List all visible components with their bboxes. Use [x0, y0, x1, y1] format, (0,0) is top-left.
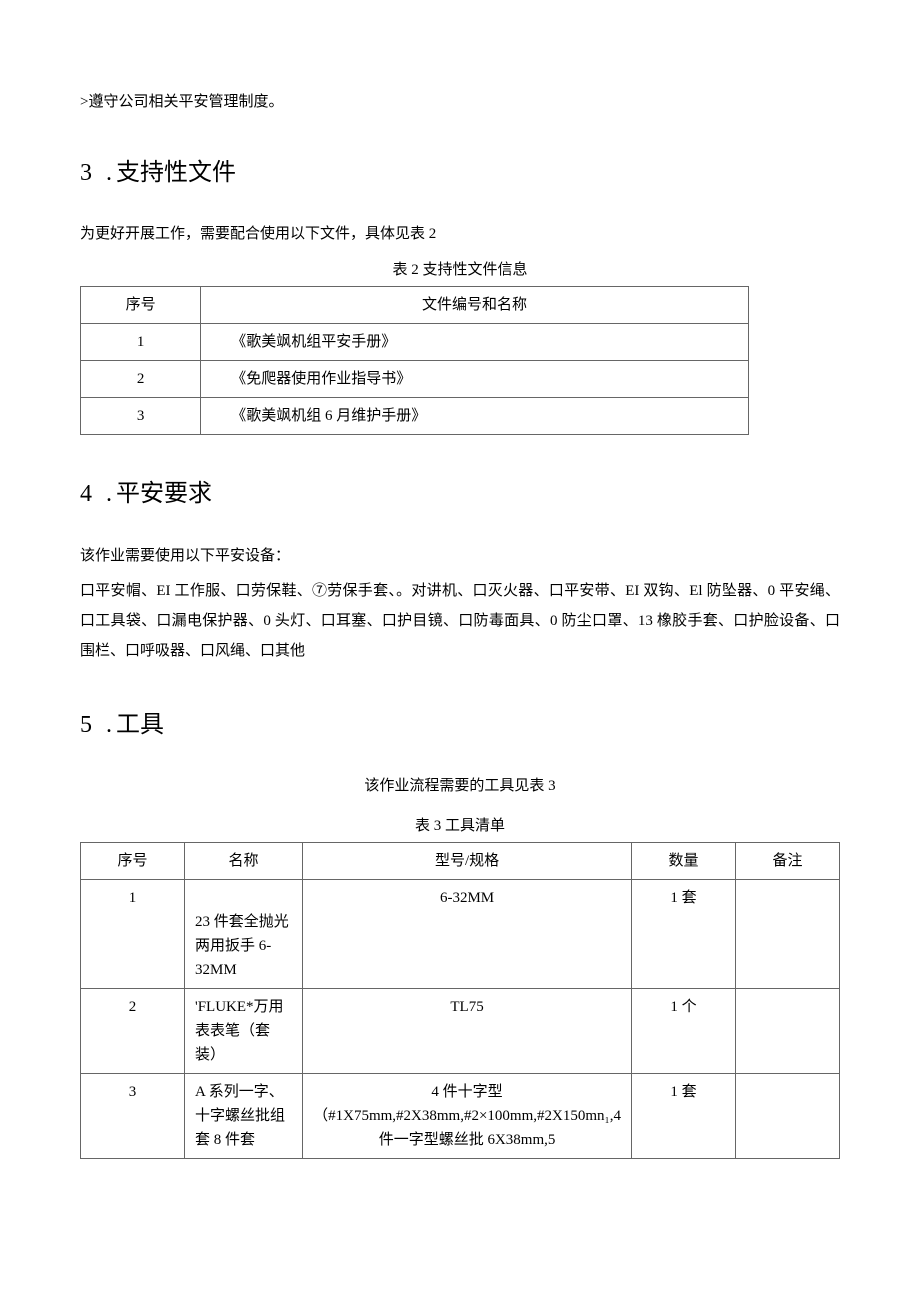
table-3-header-name: 名称 — [185, 843, 303, 880]
table-3-spec: 6-32MM — [303, 880, 632, 989]
section-3-title: 支持性文件 — [116, 160, 236, 186]
table-2-seq: 3 — [81, 398, 201, 435]
table-3-note — [735, 880, 839, 989]
table-3-caption: 表 3 工具清单 — [80, 814, 840, 838]
section-5-lead: 该作业流程需要的工具见表 3 — [80, 774, 840, 798]
table-row: 1 《歌美飒机组平安手册》 — [81, 324, 749, 361]
table-2: 序号 文件编号和名称 1 《歌美飒机组平安手册》 2 《免爬器使用作业指导书》 … — [80, 286, 749, 435]
section-5-title: 工具 — [116, 712, 164, 738]
table-row: 2 'FLUKE*万用表表笔（套装） TL75 1 个 — [81, 989, 840, 1074]
section-5-heading: 5 .工具 — [80, 706, 840, 744]
table-2-seq: 2 — [81, 361, 201, 398]
table-row: 3 《歌美飒机组 6 月维护手册》 — [81, 398, 749, 435]
section-4-number: 4 . — [80, 481, 116, 507]
section-3-number: 3 . — [80, 160, 116, 186]
table-2-header-row: 序号 文件编号和名称 — [81, 287, 749, 324]
intro-paragraph: >遵守公司相关平安管理制度。 — [80, 90, 840, 114]
table-2-docname: 《免爬器使用作业指导书》 — [201, 361, 749, 398]
table-row: 3 A 系列一字、十字螺丝批组套 8 件套 4 件十字型（#1X75mm,#2X… — [81, 1074, 840, 1159]
table-3-note — [735, 989, 839, 1074]
table-3-header-seq: 序号 — [81, 843, 185, 880]
table-3-name: A 系列一字、十字螺丝批组套 8 件套 — [185, 1074, 303, 1159]
table-3-header-row: 序号 名称 型号/规格 数量 备注 — [81, 843, 840, 880]
table-2-docname: 《歌美飒机组 6 月维护手册》 — [201, 398, 749, 435]
table-3-name: 'FLUKE*万用表表笔（套装） — [185, 989, 303, 1074]
table-3-note — [735, 1074, 839, 1159]
table-row: 2 《免爬器使用作业指导书》 — [81, 361, 749, 398]
table-3-qty: 1 个 — [631, 989, 735, 1074]
table-3-header-note: 备注 — [735, 843, 839, 880]
table-3: 序号 名称 型号/规格 数量 备注 1 23 件套全抛光两用扳手 6-32MM … — [80, 842, 840, 1159]
table-3-name: 23 件套全抛光两用扳手 6-32MM — [185, 880, 303, 989]
table-3-seq: 1 — [81, 880, 185, 989]
table-3-qty: 1 套 — [631, 880, 735, 989]
section-5-number: 5 . — [80, 712, 116, 738]
section-4-body: 口平安帽、EI 工作服、口劳保鞋、⑦劳保手套、。对讲机、口灭火器、口平安带、EI… — [80, 576, 840, 666]
table-2-header-name: 文件编号和名称 — [201, 287, 749, 324]
section-4-heading: 4 .平安要求 — [80, 475, 840, 513]
table-2-header-seq: 序号 — [81, 287, 201, 324]
table-2-caption: 表 2 支持性文件信息 — [80, 258, 840, 282]
table-row: 1 23 件套全抛光两用扳手 6-32MM 6-32MM 1 套 — [81, 880, 840, 989]
table-2-seq: 1 — [81, 324, 201, 361]
table-3-name-text: 23 件套全抛光两用扳手 6-32MM — [195, 914, 289, 978]
table-2-docname: 《歌美飒机组平安手册》 — [201, 324, 749, 361]
table-3-seq: 2 — [81, 989, 185, 1074]
table-3-spec: 4 件十字型（#1X75mm,#2X38mm,#2×100mm,#2X150mn… — [303, 1074, 632, 1159]
section-4-title: 平安要求 — [116, 481, 212, 507]
table-3-seq: 3 — [81, 1074, 185, 1159]
section-3-lead: 为更好开展工作，需要配合使用以下文件，具体见表 2 — [80, 222, 840, 246]
table-3-header-spec: 型号/规格 — [303, 843, 632, 880]
section-4-lead: 该作业需要使用以下平安设备： — [80, 544, 840, 568]
table-3-qty: 1 套 — [631, 1074, 735, 1159]
section-3-heading: 3 .支持性文件 — [80, 154, 840, 192]
table-3-spec: TL75 — [303, 989, 632, 1074]
table-3-header-qty: 数量 — [631, 843, 735, 880]
